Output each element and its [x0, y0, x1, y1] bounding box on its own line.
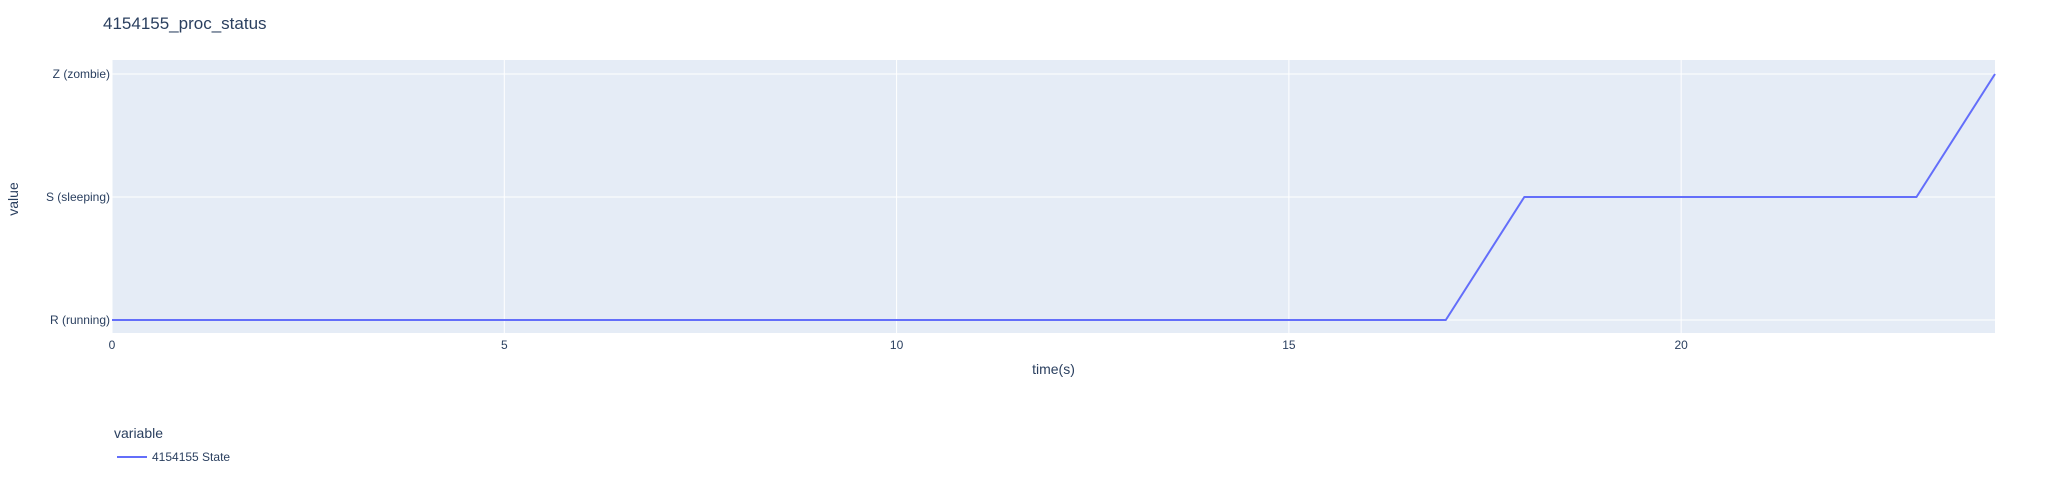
x-axis-title: time(s): [1032, 361, 1075, 377]
y-tick-label: S (sleeping): [46, 190, 110, 204]
x-tick-label: 10: [890, 338, 904, 352]
legend-title: variable: [114, 425, 163, 441]
x-tick-labels: 0 5 10 15 20: [109, 338, 1689, 352]
y-tick-label: Z (zombie): [53, 67, 110, 81]
x-tick-label: 15: [1282, 338, 1296, 352]
series-layer: [112, 73, 1996, 321]
x-tick-label: 20: [1674, 338, 1688, 352]
y-axis-title: value: [5, 182, 21, 216]
x-tick-label: 0: [109, 338, 116, 352]
x-tick-label: 5: [501, 338, 508, 352]
y-tick-label: R (running): [50, 313, 110, 327]
y-tick-labels: R (running) S (sleeping) Z (zombie): [46, 67, 110, 327]
legend: variable 4154155 State: [114, 425, 230, 464]
legend-item-label: 4154155 State: [152, 450, 230, 464]
series-line: [112, 73, 1996, 321]
chart-title: 4154155_proc_status: [103, 14, 267, 33]
